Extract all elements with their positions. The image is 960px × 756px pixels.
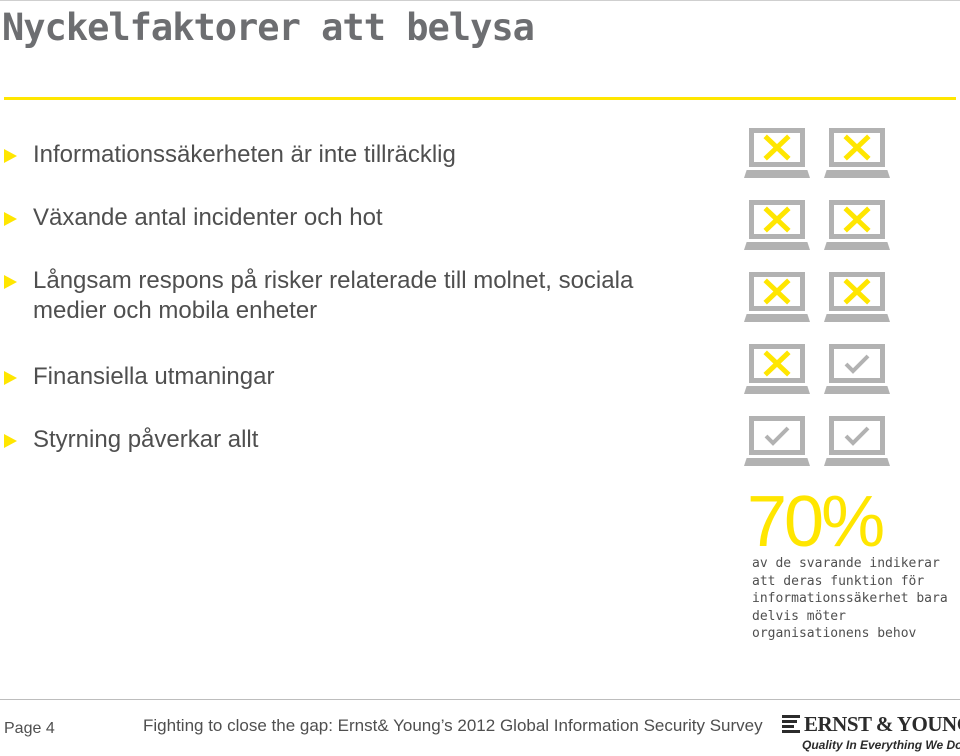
stat-percentage: 70%: [747, 482, 885, 562]
laptop-check-icon: [824, 416, 890, 474]
laptop-grid: [744, 128, 904, 488]
triangle-bullet-icon: [4, 434, 17, 448]
laptop-x-icon: [744, 344, 810, 402]
title-divider: [4, 97, 956, 100]
footer-divider: [0, 699, 960, 700]
laptop-check-icon: [744, 416, 810, 474]
triangle-bullet-icon: [4, 371, 17, 385]
laptop-x-icon: [824, 272, 890, 330]
stat-caption-line: organisationens behov: [752, 626, 917, 642]
stat-caption: av de svarande indikerar att deras funkt…: [752, 555, 957, 643]
logo-tagline: Quality In Everything We Do: [802, 738, 960, 752]
ernst-young-logo: ERNST & YOUNG Quality In Everything We D…: [782, 712, 960, 756]
laptop-x-icon: [744, 272, 810, 330]
bullet-text: Informationssäkerheten är inte tillräckl…: [33, 141, 456, 168]
stat-caption-line: av de svarande indikerar: [752, 556, 940, 571]
bullet-text: Styrning påverkar allt: [33, 426, 259, 453]
triangle-bullet-icon: [4, 149, 17, 163]
source-label: Fighting to close the gap: Ernst& Young’…: [143, 716, 763, 735]
bullet-text: Finansiella utmaningar: [33, 363, 275, 390]
logo-brand: ERNST & YOUNG: [804, 712, 960, 736]
top-rule: [0, 0, 960, 1]
triangle-bullet-icon: [4, 212, 17, 226]
laptop-x-icon: [744, 200, 810, 258]
stat-caption-line: att deras funktion för: [752, 573, 925, 589]
laptop-x-icon: [824, 200, 890, 258]
laptop-x-icon: [744, 128, 810, 186]
laptop-x-icon: [824, 128, 890, 186]
page-number: Page 4: [4, 720, 55, 737]
triangle-bullet-icon: [4, 275, 17, 289]
logo-bars-icon: [782, 715, 800, 735]
stat-caption-line: delvis möter: [752, 608, 846, 624]
page-title: Nyckelfaktorer att belysa: [2, 6, 535, 49]
laptop-check-icon: [824, 344, 890, 402]
bullet-text: Växande antal incidenter och hot: [33, 204, 383, 231]
bullet-text: Långsam respons på risker relaterade til…: [33, 267, 634, 324]
stat-caption-line: informationssäkerhet bara: [752, 591, 948, 607]
